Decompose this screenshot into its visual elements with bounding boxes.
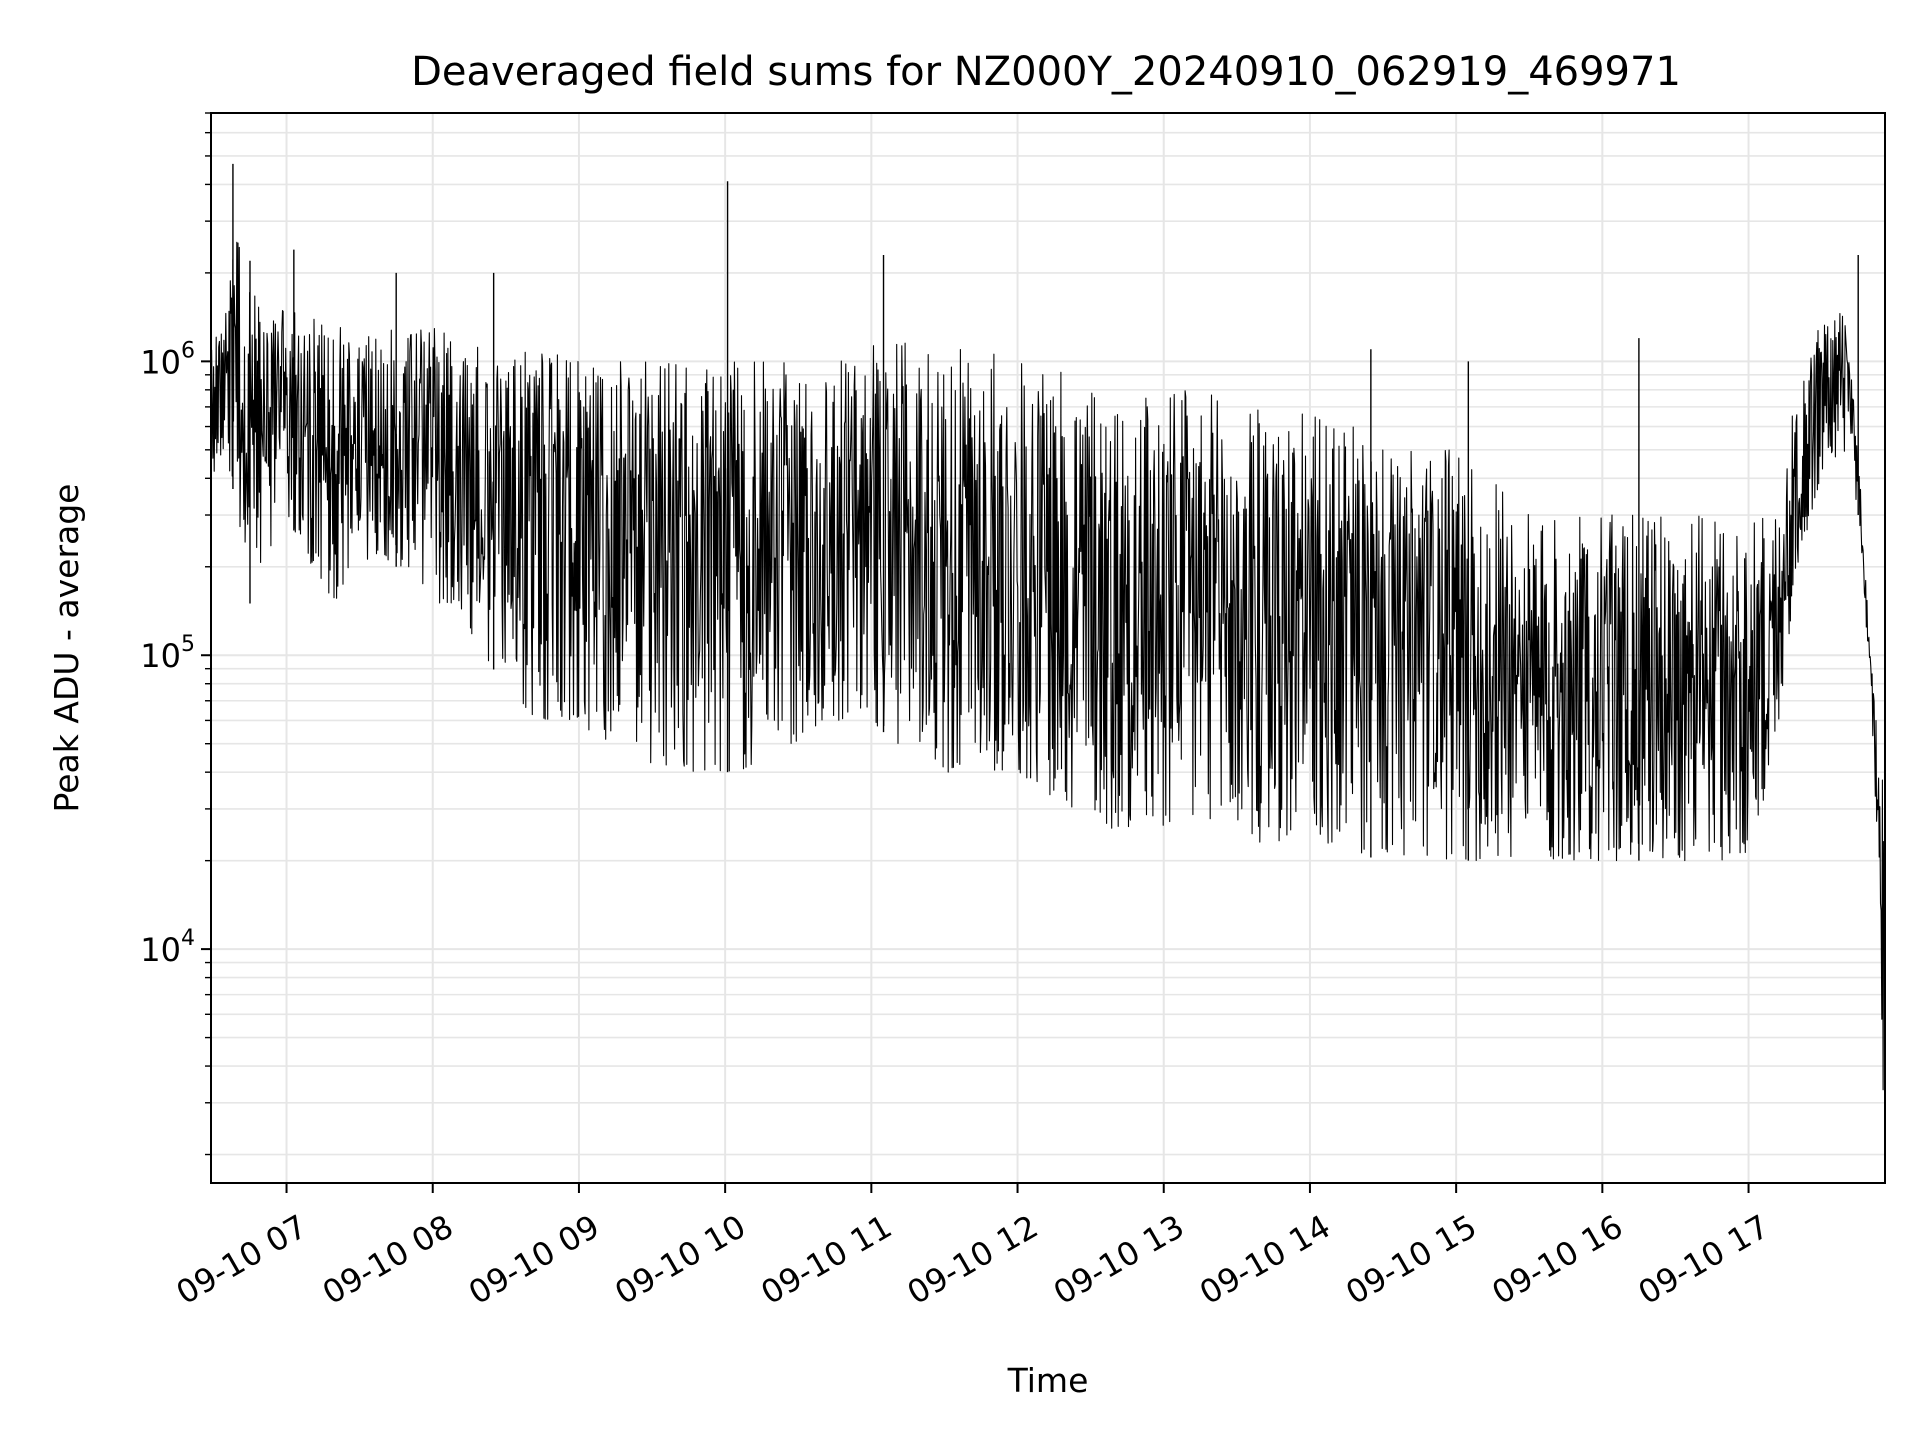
grid [211,112,1885,1183]
series-line [210,241,1886,1091]
y-axis-label: Peak ADU - average [47,484,86,813]
y-tick-label: 106 [140,338,195,381]
chart-title: Deaveraged field sums for NZ000Y_2024091… [411,49,1681,95]
y-axis: 104 105 106 [140,112,211,1156]
plot-area [210,163,1886,1091]
x-axis-label: Time [1007,1361,1089,1400]
y-tick-label: 105 [140,632,195,675]
y-tick-label: 104 [140,926,195,969]
plot-frame [210,112,1886,1184]
